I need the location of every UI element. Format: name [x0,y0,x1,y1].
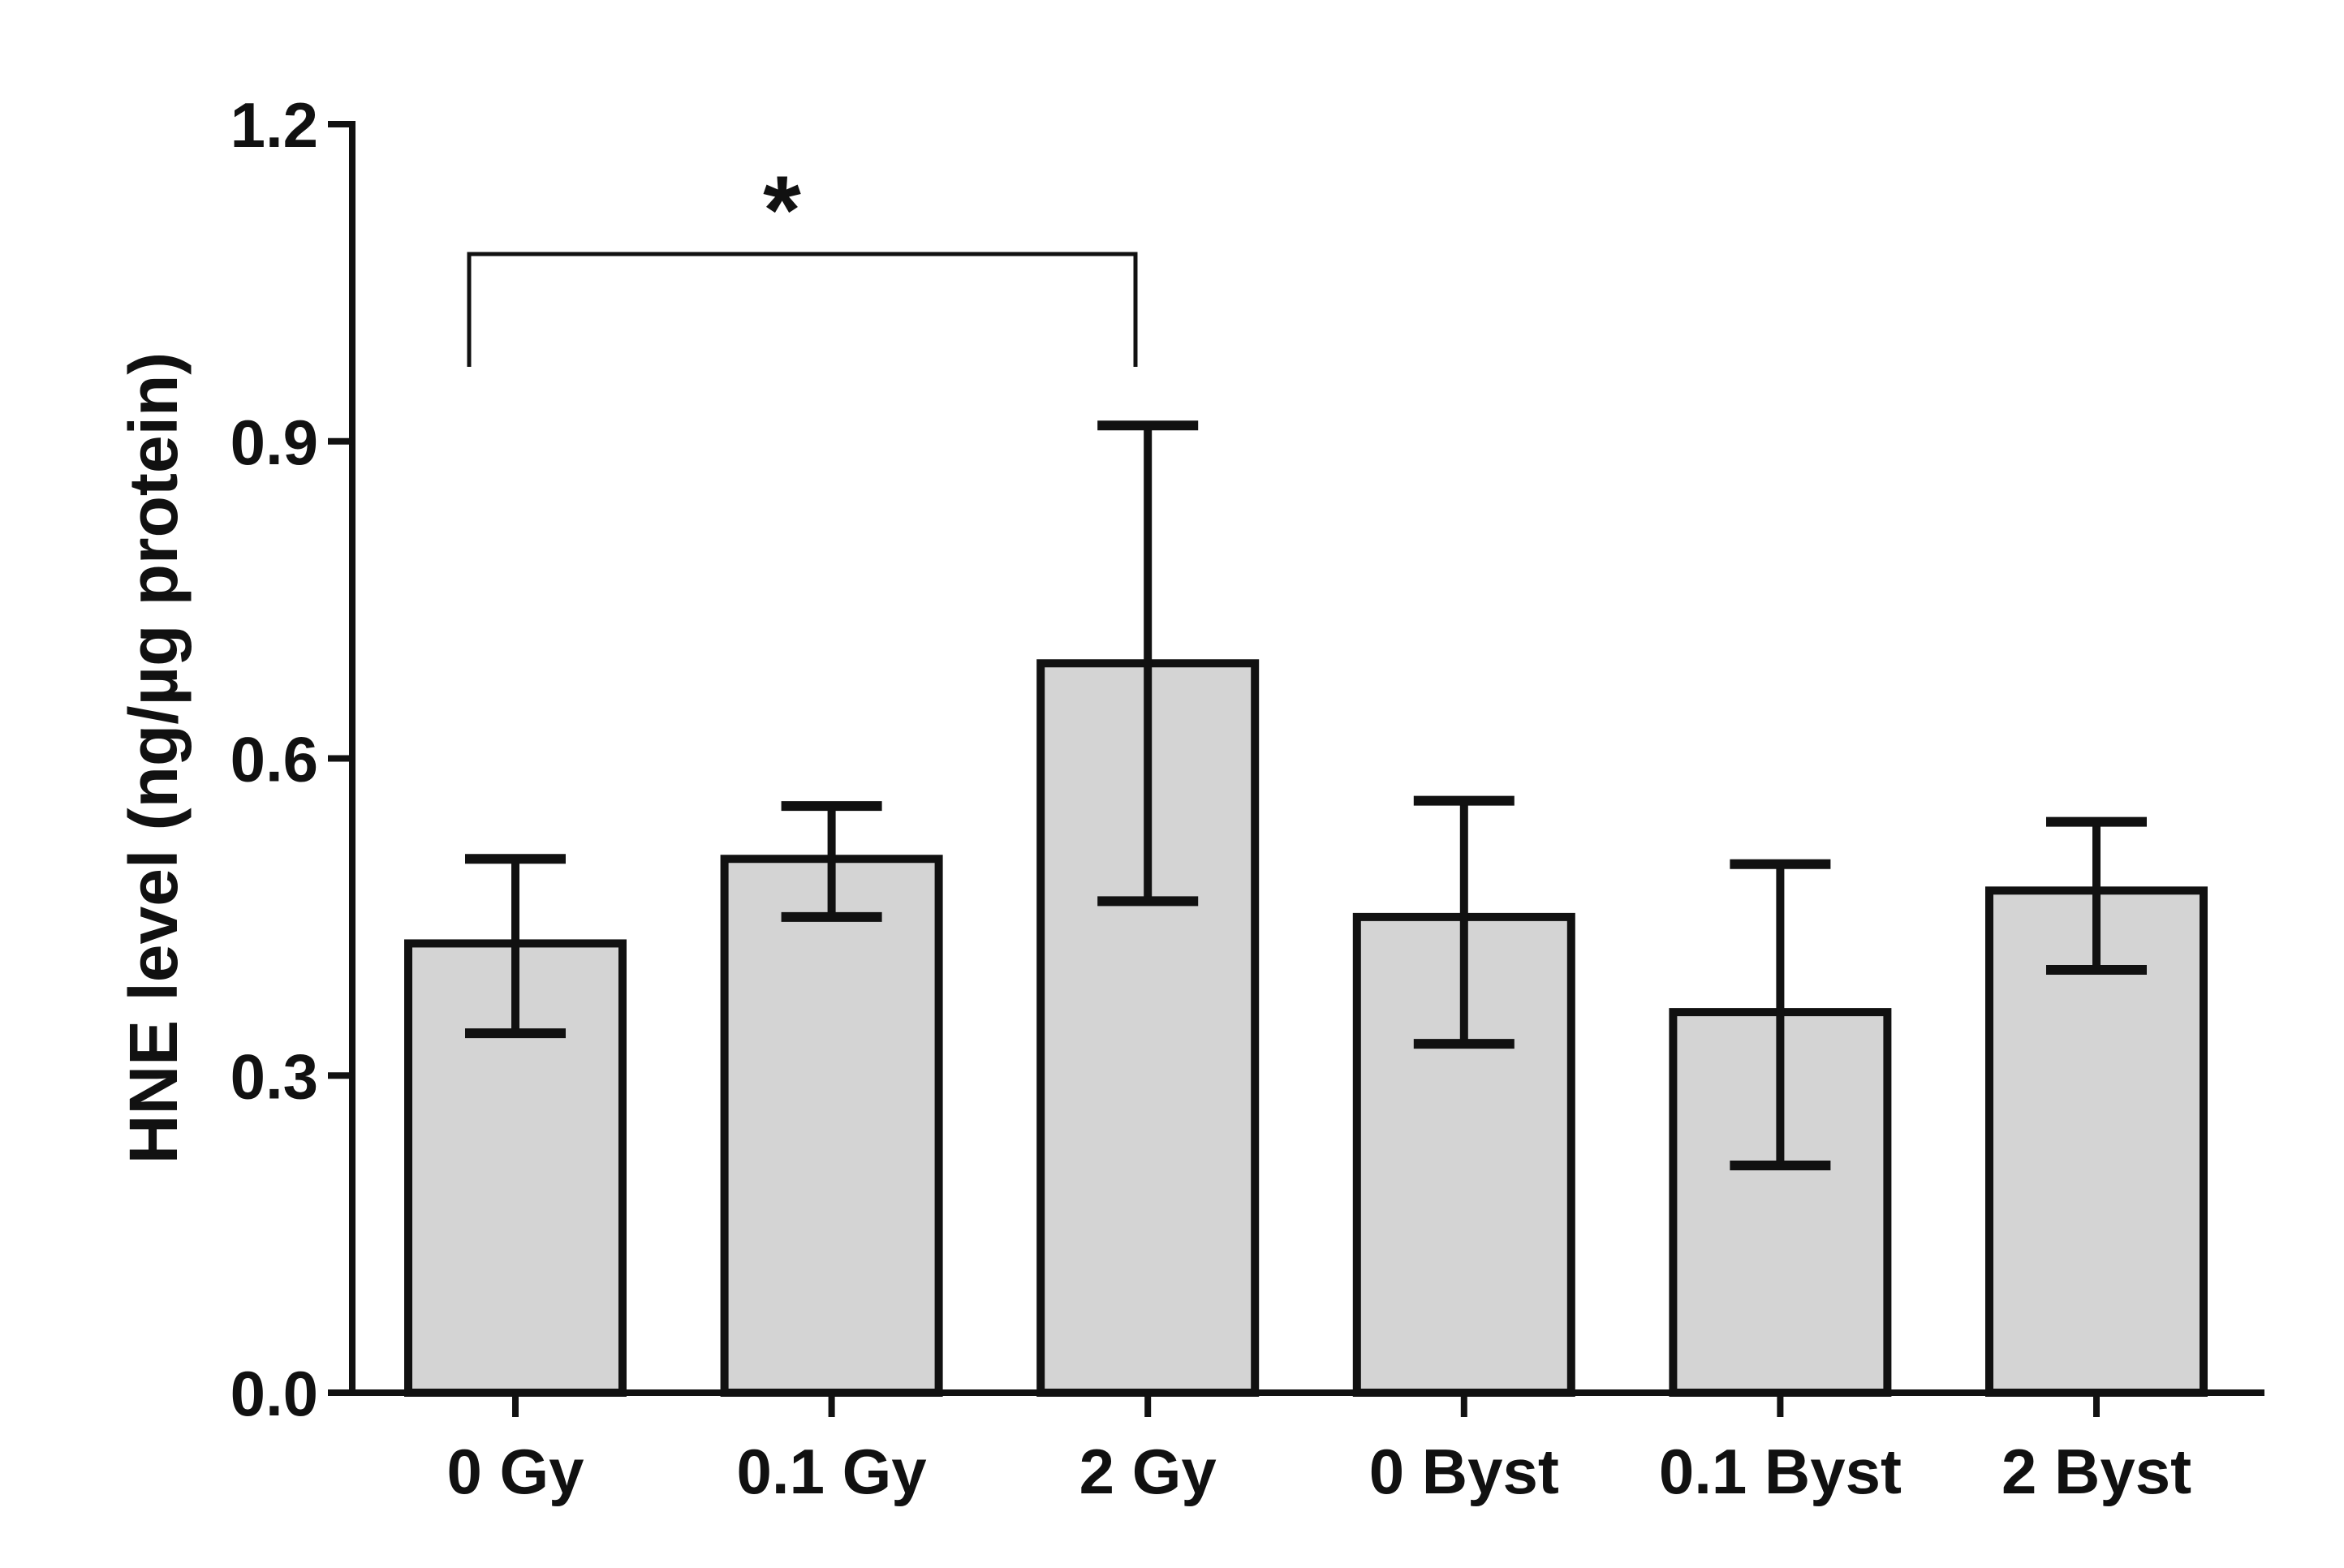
y-axis-title: HNE level (ng/µg protein) [115,352,192,1164]
y-tick-label: 0.6 [231,724,318,795]
y-tick-label: 0.3 [231,1040,318,1112]
error-bars-layer [465,420,2147,1170]
bar-0-1-gy [720,855,943,1398]
y-tick-label: 0.0 [231,1358,318,1429]
x-tick-label: 0 Gy [446,1436,584,1507]
y-tick-label: 0.9 [231,407,318,478]
significance-label: * [763,156,801,265]
significance-bracket [467,252,1138,367]
x-tick-label: 2 Byst [2001,1436,2191,1507]
x-tick-label: 0.1 Gy [737,1436,927,1507]
x-tick-label: 0.1 Byst [1659,1436,1902,1507]
x-tick-label: 2 Gy [1079,1436,1217,1507]
y-ticks-layer: 0.0 0.3 0.6 0.9 1.2 [231,89,352,1429]
y-tick-label: 1.2 [231,89,318,161]
x-ticks-layer: 0 Gy 0.1 Gy 2 Gy 0 Byst 0.1 Byst 2 Byst [446,1393,2191,1507]
x-tick-label: 0 Byst [1369,1436,1559,1507]
bars-layer [404,659,2208,1398]
axes-layer [349,121,2264,1396]
bar-0-1-byst [1669,1008,1892,1397]
significance-layer: * [467,156,1138,367]
